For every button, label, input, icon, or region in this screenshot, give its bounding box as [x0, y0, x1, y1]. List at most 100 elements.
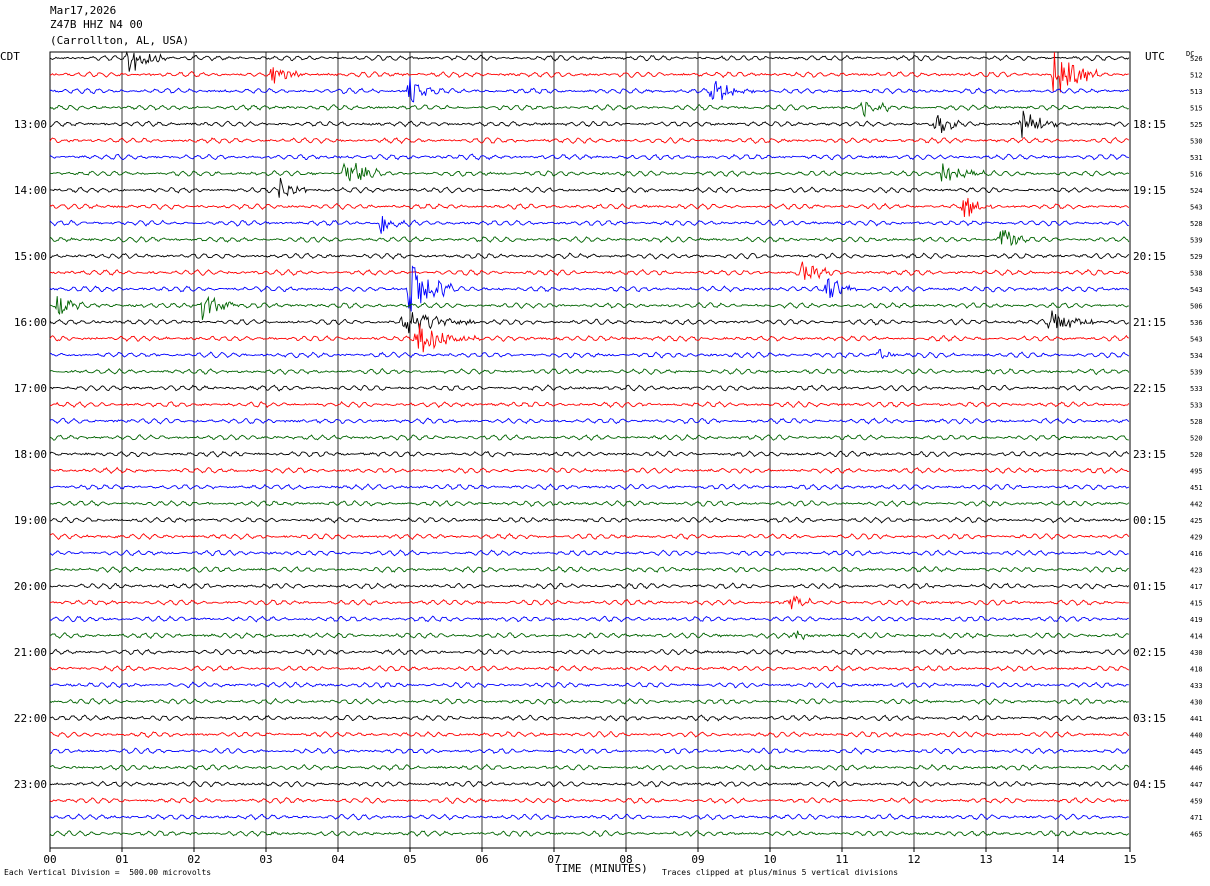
trace-line — [49, 295, 1129, 320]
trace-line — [50, 110, 1130, 138]
left-hour-label: 14:00 — [14, 184, 47, 197]
x-tick-label: 02 — [187, 853, 200, 866]
dc-offset-label: 425 — [1190, 517, 1203, 525]
trace-line — [49, 153, 1130, 161]
trace-line — [49, 434, 1129, 442]
dc-offset-label: 415 — [1190, 600, 1203, 608]
right-hour-label: 22:15 — [1133, 382, 1166, 395]
dc-offset-label: 516 — [1190, 171, 1203, 179]
dc-offset-label: 442 — [1190, 501, 1203, 509]
trace-line — [49, 177, 1130, 198]
dc-offset-label: 531 — [1190, 154, 1203, 162]
trace-line — [49, 400, 1130, 409]
trace-line — [49, 265, 1129, 312]
trace-line — [49, 483, 1130, 491]
dc-offset-label: 423 — [1190, 567, 1203, 575]
dc-offset-label: 533 — [1190, 385, 1203, 393]
dc-offset-label: 465 — [1190, 831, 1203, 839]
trace-line — [49, 500, 1130, 508]
right-hour-label: 23:15 — [1133, 448, 1166, 461]
dc-offset-label: 533 — [1190, 402, 1203, 410]
x-tick-label: 04 — [331, 853, 345, 866]
right-hour-label: 04:15 — [1133, 778, 1166, 791]
trace-line — [49, 310, 1130, 334]
x-tick-label: 03 — [259, 853, 272, 866]
dc-offset-label: 430 — [1190, 649, 1203, 657]
dc-offset-label: 528 — [1190, 220, 1203, 228]
x-tick-label: 05 — [403, 853, 416, 866]
dc-offset-label: 414 — [1190, 633, 1203, 641]
trace-line — [49, 714, 1129, 722]
left-hour-label: 21:00 — [14, 646, 47, 659]
dc-offset-label: 529 — [1190, 253, 1203, 261]
trace-line — [49, 731, 1130, 739]
clip-note: Traces clipped at plus/minus 5 vertical … — [662, 868, 899, 877]
trace-line — [49, 197, 1130, 218]
trace-line — [49, 229, 1130, 247]
dc-offset-label: 524 — [1190, 187, 1203, 195]
trace-line — [49, 516, 1129, 524]
left-hour-label: 16:00 — [14, 316, 47, 329]
right-hour-label: 18:15 — [1133, 118, 1166, 131]
trace-line — [49, 417, 1130, 425]
left-hour-label: 22:00 — [14, 712, 47, 725]
trace-line — [49, 261, 1130, 280]
dc-offset-label: 539 — [1190, 237, 1203, 245]
right-timezone-label: UTC — [1145, 50, 1165, 63]
dc-offset-label: 416 — [1190, 550, 1203, 558]
trace-line — [49, 595, 1129, 610]
trace-line — [49, 136, 1130, 145]
dc-offset-label: 520 — [1190, 451, 1203, 459]
left-timezone-label: CDT — [0, 50, 20, 63]
right-hour-label: 03:15 — [1133, 712, 1166, 725]
station-id: Z47B HHZ N4 00 — [50, 18, 143, 31]
dc-offset-label: 418 — [1190, 666, 1203, 674]
dc-offset-label: 543 — [1190, 336, 1203, 344]
trace-line — [49, 747, 1130, 755]
trace-line — [49, 565, 1129, 574]
x-tick-label: 13 — [979, 853, 992, 866]
trace-line — [49, 323, 1129, 353]
dc-offset-label: 538 — [1190, 270, 1203, 278]
trace-line — [49, 780, 1129, 788]
left-hour-label: 13:00 — [14, 118, 47, 131]
dc-offset-header: DC — [1186, 50, 1195, 58]
x-tick-label: 07 — [547, 853, 560, 866]
dc-offset-label: 433 — [1190, 682, 1203, 690]
trace-line — [49, 648, 1130, 656]
trace-line — [50, 813, 1129, 821]
dc-offset-label: 471 — [1190, 814, 1203, 822]
x-tick-label: 11 — [835, 853, 848, 866]
dc-offset-label: 495 — [1190, 468, 1203, 476]
left-hour-label: 18:00 — [14, 448, 47, 461]
trace-line — [49, 582, 1130, 590]
dc-offset-label: 525 — [1190, 121, 1203, 129]
x-axis-title: TIME (MINUTES) — [555, 862, 648, 875]
left-hour-label: 23:00 — [14, 778, 47, 791]
dc-offset-label: 513 — [1190, 88, 1203, 96]
dc-offset-label: 441 — [1190, 715, 1203, 723]
x-tick-label: 00 — [43, 853, 56, 866]
right-hour-label: 19:15 — [1133, 184, 1166, 197]
trace-line — [49, 101, 1129, 118]
right-hour-label: 00:15 — [1133, 514, 1166, 527]
dc-offset-label: 445 — [1190, 748, 1203, 756]
x-tick-label: 09 — [691, 853, 704, 866]
dc-offset-label: 447 — [1190, 781, 1203, 789]
dc-offset-label: 543 — [1190, 286, 1203, 294]
dc-offset-label: 539 — [1190, 369, 1203, 377]
dc-offset-label: 526 — [1190, 55, 1203, 63]
plot-frame — [49, 51, 1131, 849]
x-tick-label: 01 — [115, 853, 128, 866]
trace-line — [49, 797, 1130, 804]
trace-line — [49, 681, 1129, 689]
dc-offset-label: 520 — [1190, 435, 1203, 443]
dc-offset-label: 536 — [1190, 319, 1203, 327]
trace-line — [49, 77, 1130, 103]
right-hour-label: 02:15 — [1133, 646, 1166, 659]
trace-line — [49, 615, 1129, 623]
dc-offset-label: 440 — [1190, 732, 1203, 740]
trace-line — [49, 763, 1130, 772]
dc-offset-label: 429 — [1190, 534, 1203, 542]
